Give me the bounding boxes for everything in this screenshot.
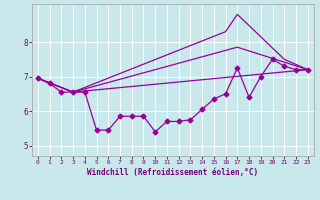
X-axis label: Windchill (Refroidissement éolien,°C): Windchill (Refroidissement éolien,°C) xyxy=(87,168,258,177)
